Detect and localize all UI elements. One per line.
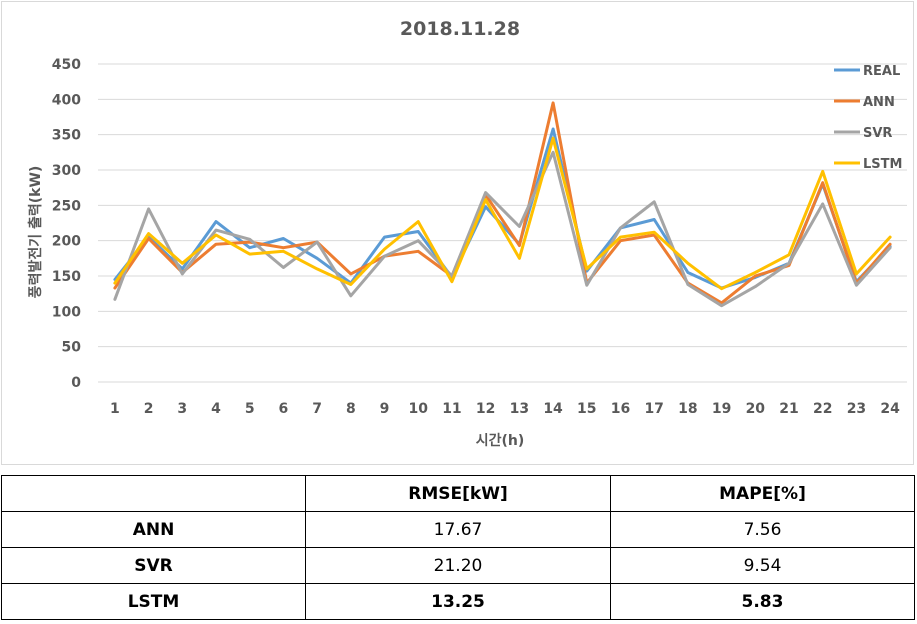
x-tick-label: 14 bbox=[543, 401, 563, 417]
y-tick-label: 0 bbox=[71, 375, 81, 391]
x-tick-label: 9 bbox=[380, 401, 390, 417]
legend-label: ANN bbox=[863, 95, 895, 110]
x-tick-label: 12 bbox=[476, 401, 495, 417]
series-line-lstm bbox=[113, 136, 892, 291]
table-cell-model: SVR bbox=[1, 547, 306, 584]
legend-item-ann: ANN bbox=[834, 95, 895, 110]
x-tick-label: 22 bbox=[813, 401, 832, 417]
x-tick-label: 8 bbox=[346, 401, 356, 417]
legend-label: SVR bbox=[863, 126, 892, 141]
legend-label: REAL bbox=[863, 64, 900, 79]
y-tick-label: 400 bbox=[52, 92, 81, 108]
legend-item-real: REAL bbox=[834, 64, 900, 79]
chart-title: 2018.11.28 bbox=[400, 18, 520, 40]
x-tick-label: 13 bbox=[510, 401, 529, 417]
x-axis-label: 시간(h) bbox=[476, 432, 525, 449]
x-tick-label: 16 bbox=[611, 401, 630, 417]
chart-area: 0 50 100 150 200 250 300 350 400 450 1 2 3 4 5 6 7 8 9 10 1… bbox=[1, 1, 914, 465]
x-tick-label: 11 bbox=[442, 401, 461, 417]
y-tick-label: 450 bbox=[52, 57, 81, 73]
table-header-rmse: RMSE[kW] bbox=[305, 475, 611, 512]
series-line-svr bbox=[113, 150, 892, 308]
table-row: LSTM 13.25 5.83 bbox=[1, 583, 915, 620]
table-cell-rmse: 17.67 bbox=[305, 511, 611, 548]
x-tick-label: 4 bbox=[211, 401, 221, 417]
table-cell-model: LSTM bbox=[1, 583, 306, 620]
table-cell-model: ANN bbox=[1, 511, 306, 548]
table-cell-mape: 9.54 bbox=[610, 547, 915, 584]
legend-label: LSTM bbox=[863, 157, 902, 172]
x-tick-label: 6 bbox=[279, 401, 289, 417]
x-tick-label: 20 bbox=[746, 401, 766, 417]
x-tick-label: 21 bbox=[779, 401, 798, 417]
table-row: SVR 21.20 9.54 bbox=[1, 547, 915, 584]
table-cell-rmse: 13.25 bbox=[305, 583, 611, 620]
legend-item-lstm: LSTM bbox=[834, 157, 902, 172]
x-tick-label: 17 bbox=[644, 401, 663, 417]
x-tick-label: 19 bbox=[712, 401, 731, 417]
legend-item-svr: SVR bbox=[834, 126, 892, 141]
x-tick-label: 5 bbox=[245, 401, 255, 417]
y-tick-label: 150 bbox=[52, 269, 81, 285]
x-tick-label: 18 bbox=[678, 401, 697, 417]
table-row: ANN 17.67 7.56 bbox=[1, 511, 915, 548]
y-tick-label: 250 bbox=[52, 198, 81, 214]
table-cell-mape: 7.56 bbox=[610, 511, 915, 548]
metrics-table: RMSE[kW] MAPE[%] ANN 17.67 7.56 SVR 21.2… bbox=[1, 475, 915, 620]
x-tick-label: 23 bbox=[847, 401, 866, 417]
table-header-row: RMSE[kW] MAPE[%] bbox=[1, 475, 915, 512]
x-tick-label: 24 bbox=[880, 401, 900, 417]
x-tick-label: 10 bbox=[408, 401, 428, 417]
series-line-ann bbox=[113, 101, 892, 305]
y-tick-label: 200 bbox=[52, 234, 81, 250]
y-tick-label: 350 bbox=[52, 128, 81, 144]
y-tick-label: 100 bbox=[52, 304, 81, 320]
x-tick-label: 15 bbox=[577, 401, 596, 417]
y-tick-label: 300 bbox=[52, 163, 81, 179]
x-tick-label: 1 bbox=[110, 401, 120, 417]
table-header-mape: MAPE[%] bbox=[610, 475, 915, 512]
x-tick-label: 7 bbox=[312, 401, 322, 417]
table-cell-rmse: 21.20 bbox=[305, 547, 611, 584]
x-tick-label: 3 bbox=[177, 401, 187, 417]
x-tick-label: 2 bbox=[144, 401, 154, 417]
y-tick-label: 50 bbox=[62, 340, 82, 356]
y-axis-label: 풍력발전기 출력(kW) bbox=[27, 166, 44, 299]
table-cell-mape: 5.83 bbox=[610, 583, 915, 620]
table-header-empty bbox=[1, 475, 306, 512]
